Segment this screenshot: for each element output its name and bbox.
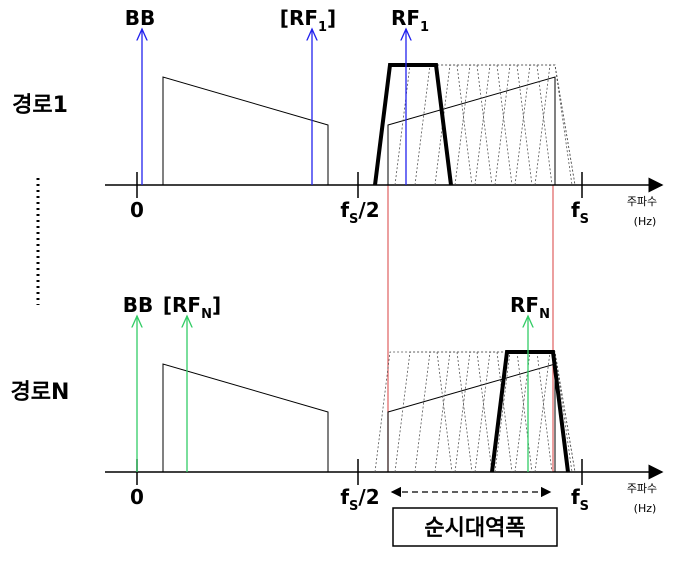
label: RFN — [510, 293, 550, 322]
bandwidth-label: 순시대역폭 — [424, 516, 525, 541]
unit: (Hz) — [634, 215, 657, 228]
filter-dotted — [494, 64, 573, 186]
label-main: BB — [125, 6, 156, 30]
filter-dotted — [454, 64, 533, 186]
baseband-spectrum — [162, 76, 329, 186]
label-main: RF — [391, 6, 420, 30]
label-sub: S — [349, 212, 358, 227]
filter-dotted — [414, 64, 493, 186]
filter-dotted — [374, 351, 453, 473]
label: fS — [571, 485, 589, 514]
label-main: [RF — [280, 6, 318, 30]
label-sub: N — [201, 307, 212, 322]
label-main: f — [340, 485, 349, 509]
filter-dotted — [534, 64, 576, 186]
unit: 주파수 — [627, 482, 657, 495]
image-spectrum — [387, 76, 556, 186]
path-label: 경로N — [11, 380, 70, 405]
label-tail: ] — [327, 6, 336, 30]
baseband-spectrum — [162, 363, 329, 473]
label-sub: 1 — [420, 20, 429, 35]
label: fS — [571, 198, 589, 227]
label-sub: S — [580, 212, 589, 227]
label-sub: N — [539, 307, 550, 322]
label-sub: S — [349, 499, 358, 514]
label: [RF1] — [280, 6, 336, 35]
label-tail: ] — [212, 293, 221, 317]
label: RF1 — [391, 6, 429, 35]
filter-dotted — [514, 64, 576, 186]
label-tail: /2 — [358, 485, 379, 509]
unit: 주파수 — [627, 195, 657, 208]
tick-label: 0 — [130, 485, 144, 509]
label: BB — [123, 293, 154, 317]
label-sub: S — [580, 499, 589, 514]
path-label: 경로1 — [12, 93, 68, 118]
tick-label: 0 — [130, 198, 144, 222]
unit: (Hz) — [634, 502, 657, 515]
filter-dotted — [434, 64, 513, 186]
filter-dotted — [414, 351, 493, 473]
label-main: [RF — [163, 293, 201, 317]
label-main: f — [340, 198, 349, 222]
label-tail: /2 — [358, 198, 379, 222]
label-main: f — [571, 485, 580, 509]
label: BB — [125, 6, 156, 30]
label-sub: 1 — [318, 20, 327, 35]
filter-dotted — [494, 351, 573, 473]
label: fS/2 — [340, 485, 379, 514]
filter — [373, 63, 453, 186]
filter — [490, 350, 570, 473]
filter-dotted — [474, 351, 553, 473]
filter-dotted — [534, 351, 576, 473]
filter-dotted — [394, 351, 473, 473]
label-main: f — [571, 198, 580, 222]
label-main: BB — [123, 293, 154, 317]
label: fS/2 — [340, 198, 379, 227]
label: [RFN] — [163, 293, 221, 322]
label-main: RF — [510, 293, 539, 317]
filter-dotted — [474, 64, 553, 186]
bandwidth-box — [392, 507, 558, 547]
